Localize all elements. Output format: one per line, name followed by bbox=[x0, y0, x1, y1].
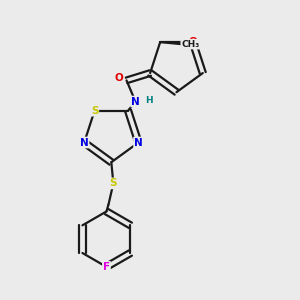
Text: S: S bbox=[110, 178, 117, 188]
Text: N: N bbox=[80, 137, 88, 148]
Text: O: O bbox=[188, 37, 197, 47]
Text: CH₃: CH₃ bbox=[181, 40, 200, 49]
Text: H: H bbox=[145, 96, 152, 105]
Text: O: O bbox=[115, 73, 124, 83]
Text: N: N bbox=[134, 137, 143, 148]
Text: S: S bbox=[91, 106, 98, 116]
Text: F: F bbox=[103, 262, 110, 272]
Text: N: N bbox=[131, 97, 140, 106]
